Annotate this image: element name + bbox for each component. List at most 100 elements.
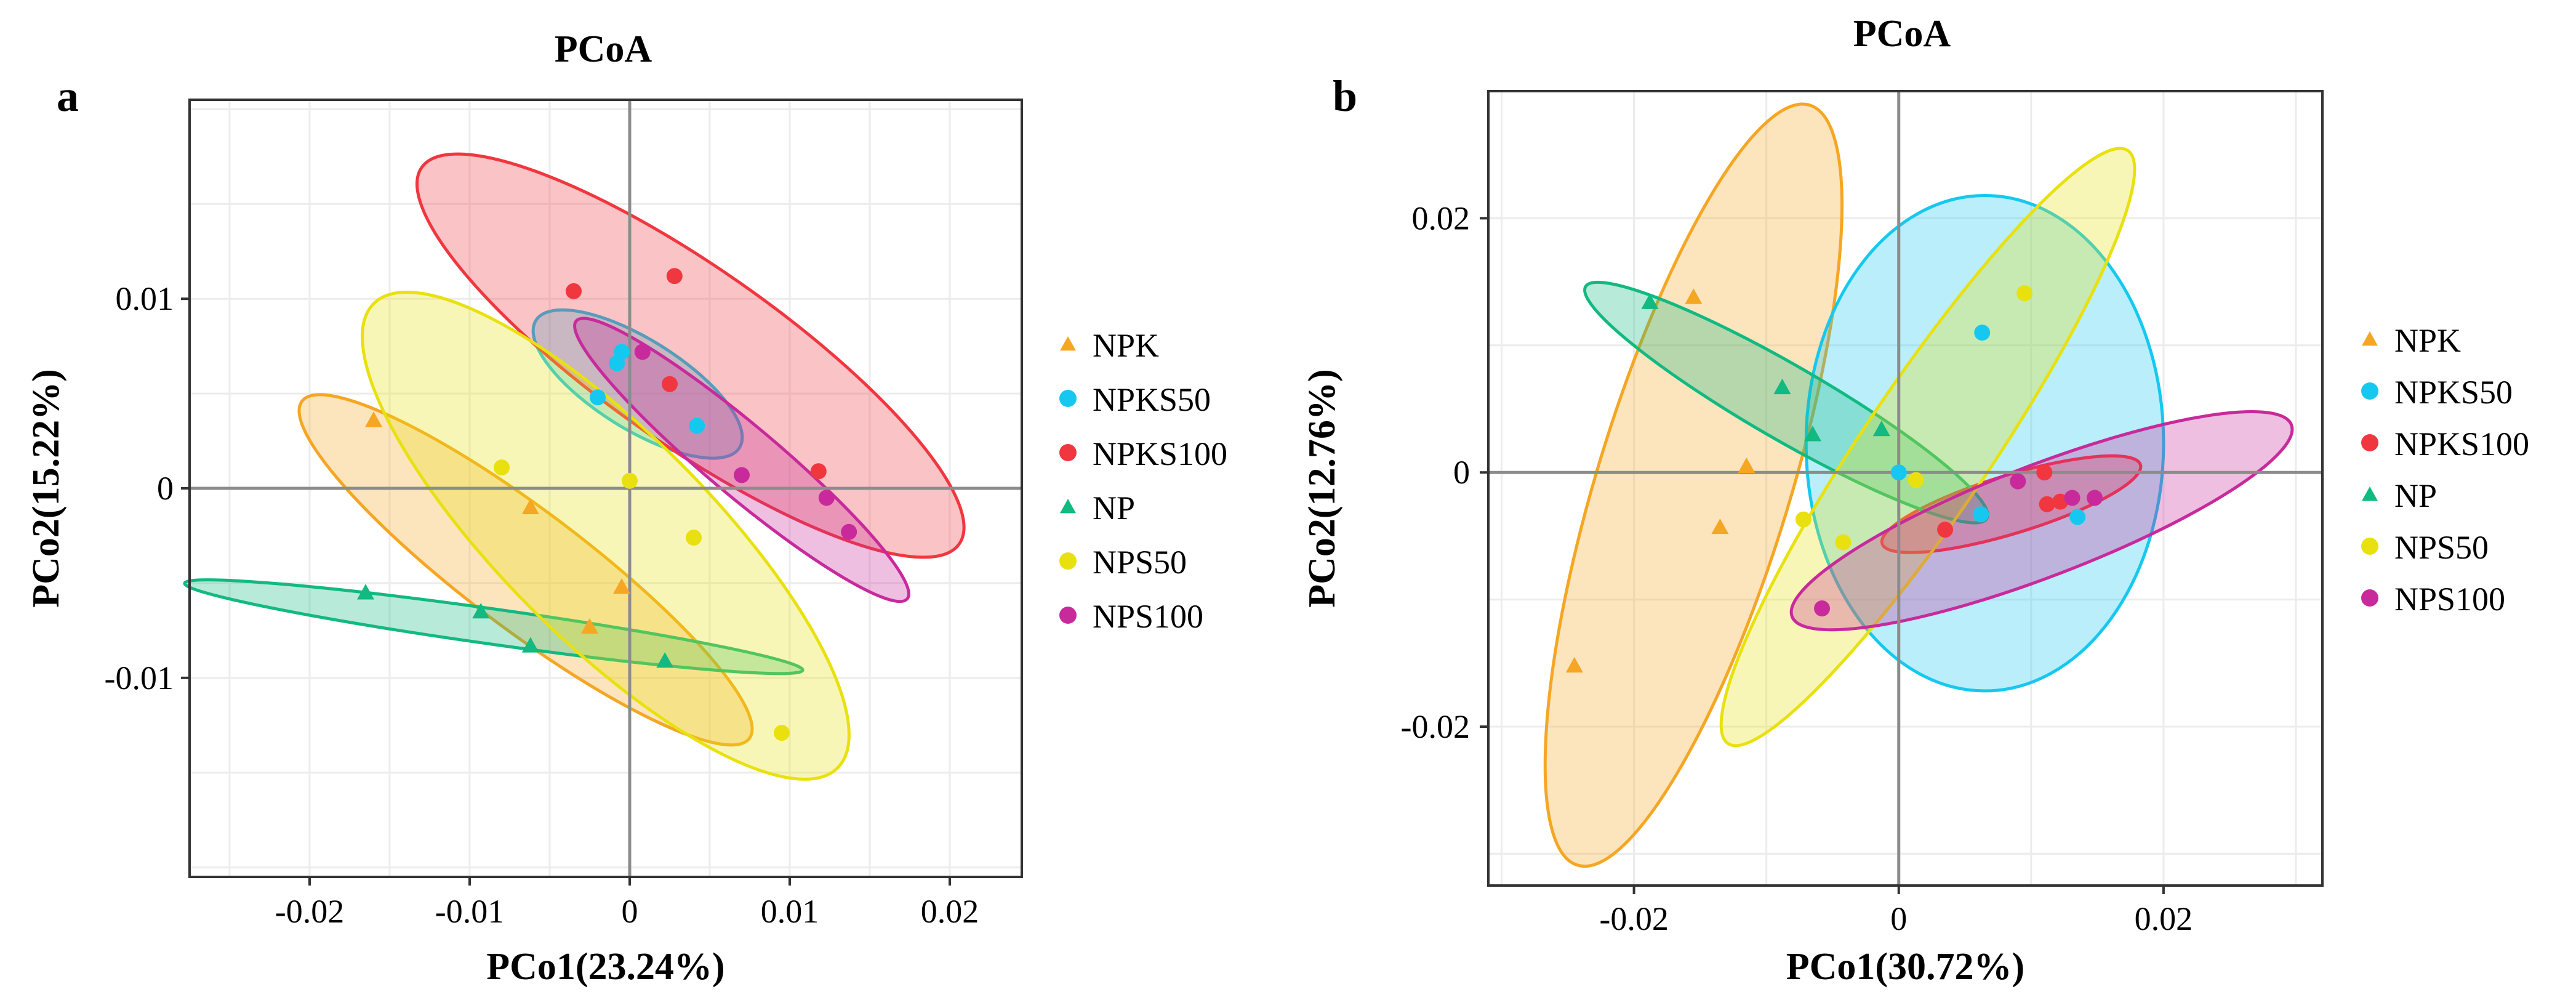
point-npk <box>1565 656 1583 673</box>
point-np <box>1773 378 1791 395</box>
point-nps100 <box>2064 490 2080 506</box>
point-nps50 <box>686 530 702 546</box>
point-npks50 <box>1890 464 1907 481</box>
x-tick-label: 0.01 <box>761 893 819 930</box>
point-nps50 <box>494 459 510 476</box>
y-tick-label: 0 <box>157 470 174 507</box>
points <box>357 268 857 741</box>
y-tick-label: 0.01 <box>116 280 174 317</box>
point-nps50 <box>1795 511 1812 528</box>
point-npk <box>1685 288 1703 304</box>
x-axis-label: PCo1(30.72%) <box>1786 946 2024 988</box>
panel-letter: a <box>57 71 79 121</box>
legend-label-npks100: NPKS100 <box>2394 426 2529 462</box>
x-tick-label: 0 <box>1890 900 1907 937</box>
point-npk <box>581 618 598 634</box>
legend-marker-nps50 <box>2361 538 2378 555</box>
legend-marker-npks100 <box>2361 434 2378 451</box>
point-np <box>1872 421 1890 437</box>
legend-marker-nps100 <box>1059 607 1077 624</box>
legend-label-nps50: NPS50 <box>2394 529 2489 566</box>
point-nps100 <box>2087 490 2103 506</box>
point-nps100 <box>634 344 651 360</box>
legend-marker-nps50 <box>1059 552 1077 570</box>
point-nps50 <box>622 472 638 489</box>
point-np <box>1804 426 1821 442</box>
point-npks50 <box>689 418 705 434</box>
ellipse-npk <box>297 393 754 747</box>
ellipse-nps50 <box>361 291 851 781</box>
ellipses <box>183 152 966 781</box>
y-tick-label: -0.02 <box>1401 708 1470 745</box>
point-nps50 <box>1908 472 1924 488</box>
legend-label-nps50: NPS50 <box>1093 544 1187 581</box>
point-np <box>521 637 539 653</box>
point-nps100 <box>841 523 857 540</box>
point-npk <box>613 578 630 594</box>
legend-label-npks50: NPKS50 <box>2394 374 2513 411</box>
point-np <box>656 652 674 668</box>
point-npk <box>521 498 539 514</box>
chart-panel-a: PCoA a -0.02 -0.01 0 0.01 0.02 -0.01 0 0.01 PCo1(2… <box>25 28 1227 988</box>
legend-marker-npks50 <box>2361 382 2378 400</box>
point-npks100 <box>662 376 678 392</box>
point-nps50 <box>2016 285 2033 302</box>
chart-title: PCoA <box>555 28 652 70</box>
legend-label-npks50: NPKS50 <box>1093 381 1211 418</box>
legend: NPK NPKS50 NPKS100 NP NPS50 NPS100 <box>1059 327 1227 635</box>
ellipse-np <box>183 578 804 676</box>
point-npks100 <box>566 283 582 299</box>
x-tick-label: 0.02 <box>921 893 979 930</box>
point-npks100 <box>1937 522 1954 538</box>
panel-letter: b <box>1333 71 1357 121</box>
legend-marker-np <box>2362 486 2378 501</box>
point-nps100 <box>734 467 750 483</box>
point-np <box>357 584 374 600</box>
point-nps50 <box>1835 534 1852 551</box>
legend-label-np: NP <box>1093 490 1135 527</box>
point-npks50 <box>614 344 630 360</box>
y-tick-label: 0.02 <box>1412 200 1471 236</box>
point-npks50 <box>1974 325 1991 341</box>
ellipse-nps100 <box>1789 410 2294 632</box>
ellipse-npks100 <box>415 152 966 559</box>
point-npks100 <box>2039 496 2055 512</box>
point-npk <box>1711 518 1729 535</box>
point-npks100 <box>2036 464 2053 481</box>
point-npk <box>1738 457 1755 474</box>
chart-title: PCoA <box>1853 13 1951 55</box>
point-nps50 <box>774 725 790 741</box>
legend-label-npk: NPK <box>1093 327 1159 364</box>
legend-label-nps100: NPS100 <box>2394 581 2505 618</box>
legend-marker-npk <box>2362 331 2378 346</box>
legend-marker-np <box>1060 499 1076 514</box>
legend-marker-npk <box>1060 336 1076 351</box>
point-nps100 <box>818 490 835 506</box>
points <box>1565 285 2103 673</box>
ellipse-npk <box>1543 102 1844 868</box>
point-npk <box>365 411 382 427</box>
y-axis-label: PCo2(15.22%) <box>25 369 67 607</box>
x-tick-label: -0.01 <box>435 893 504 930</box>
y-tick-label: -0.01 <box>105 660 174 696</box>
legend-marker-npks50 <box>1059 390 1077 407</box>
plot-frame <box>1487 90 2324 887</box>
x-tick-label: -0.02 <box>275 893 344 930</box>
legend: NPK NPKS50 NPKS100 NP NPS50 NPS100 <box>2361 322 2529 618</box>
legend-label-np: NP <box>2394 477 2437 514</box>
chart-panel-b: PCoA b -0.02 0 0.02 -0.02 0 0.02 PCo1(30.72%) PCo… <box>1301 13 2529 988</box>
point-npks50 <box>2069 509 2086 525</box>
legend-marker-npks100 <box>1059 444 1077 461</box>
legend-marker-nps100 <box>2361 589 2378 607</box>
legend-label-npks100: NPKS100 <box>1093 435 1227 472</box>
point-npks100 <box>810 463 827 480</box>
y-axis-label: PCo2(12.76%) <box>1301 369 1343 607</box>
x-axis-label: PCo1(23.24%) <box>486 946 724 988</box>
ellipse-nps50 <box>1719 147 2137 748</box>
point-npks50 <box>590 389 606 406</box>
point-npks50 <box>1973 506 1989 523</box>
point-nps100 <box>1814 600 1830 617</box>
x-tick-label: 0.02 <box>2135 900 2193 937</box>
x-tick-label: 0 <box>622 893 638 930</box>
